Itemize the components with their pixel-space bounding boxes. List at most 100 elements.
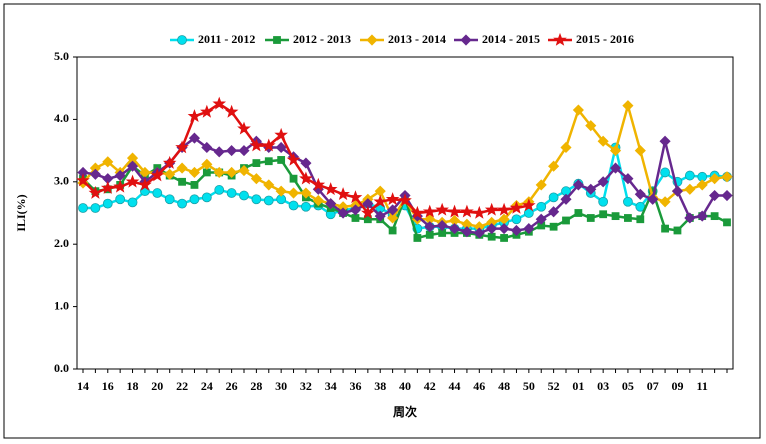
- legend-item: 2014 - 2015: [454, 32, 540, 46]
- x-tick-label: 07: [647, 379, 659, 393]
- point: [709, 189, 721, 202]
- point: [261, 138, 276, 152]
- x-tick-label: 52: [548, 379, 560, 393]
- point: [460, 204, 474, 218]
- point: [387, 204, 399, 216]
- point: [523, 223, 535, 235]
- point: [634, 188, 646, 200]
- y-tick-label: 0.0: [54, 361, 69, 375]
- point: [511, 214, 522, 225]
- point: [487, 232, 496, 241]
- x-tick-label: 22: [176, 379, 188, 393]
- point: [125, 174, 140, 188]
- point: [696, 179, 708, 191]
- x-tick-label: 28: [250, 379, 262, 393]
- point: [249, 138, 264, 152]
- point: [177, 35, 187, 45]
- x-tick-label: 14: [77, 379, 89, 393]
- point: [239, 190, 249, 201]
- point: [623, 196, 633, 207]
- point: [312, 194, 324, 207]
- point: [548, 160, 560, 172]
- point: [177, 198, 187, 209]
- point: [277, 156, 286, 164]
- point: [572, 104, 584, 116]
- legend-item: 2015 - 2016: [548, 32, 634, 46]
- y-tick-label: 4.0: [54, 111, 69, 125]
- x-tick-label: 05: [622, 379, 634, 393]
- x-tick-label: 09: [671, 379, 683, 393]
- point: [300, 157, 312, 169]
- point: [387, 212, 399, 224]
- point: [275, 141, 287, 154]
- y-tick-label: 1.0: [54, 298, 69, 312]
- point: [723, 218, 731, 227]
- x-tick-label: 16: [102, 379, 114, 393]
- point: [349, 204, 362, 216]
- point: [562, 216, 570, 225]
- point: [709, 173, 721, 185]
- point: [202, 168, 211, 177]
- point: [263, 195, 274, 206]
- point: [127, 197, 138, 208]
- point: [597, 135, 609, 147]
- legend-label: 2012 - 2013: [293, 32, 351, 46]
- point: [398, 193, 412, 207]
- point: [661, 224, 669, 233]
- point: [598, 196, 609, 207]
- point: [213, 146, 225, 158]
- y-tick-label: 3.0: [54, 174, 69, 188]
- point: [162, 155, 177, 169]
- point: [214, 185, 225, 195]
- point: [201, 141, 213, 154]
- x-tick-label: 38: [374, 379, 386, 393]
- point: [226, 188, 237, 198]
- point: [647, 193, 659, 205]
- point: [622, 100, 634, 112]
- point: [597, 176, 609, 188]
- point: [425, 230, 434, 239]
- point: [88, 185, 103, 199]
- point: [289, 174, 298, 183]
- x-tick-label: 20: [151, 379, 163, 393]
- point: [238, 145, 250, 157]
- point: [100, 180, 115, 194]
- point: [622, 173, 634, 185]
- x-tick-label: 42: [424, 379, 436, 393]
- point: [721, 189, 733, 202]
- point: [201, 158, 213, 170]
- point: [150, 168, 165, 182]
- y-tick-label: 2.0: [54, 236, 69, 250]
- point: [634, 145, 646, 157]
- point: [500, 234, 508, 242]
- point: [336, 187, 350, 201]
- point: [264, 157, 273, 166]
- point: [522, 198, 536, 212]
- point: [311, 177, 326, 191]
- point: [274, 127, 288, 141]
- legend-item: 2013 - 2014: [360, 32, 446, 46]
- point: [164, 194, 175, 205]
- x-tick-label: 36: [349, 379, 361, 393]
- point: [486, 223, 498, 235]
- point: [385, 192, 400, 206]
- point: [636, 215, 645, 224]
- point: [585, 183, 597, 195]
- point: [536, 201, 547, 212]
- point: [671, 185, 684, 197]
- point: [213, 166, 225, 179]
- y-axis-label: ILI(%): [14, 194, 28, 231]
- point: [164, 168, 176, 180]
- x-tick-label: 40: [399, 379, 411, 393]
- point: [424, 221, 436, 233]
- point: [448, 223, 461, 235]
- point: [388, 226, 397, 235]
- point: [188, 166, 201, 179]
- point: [286, 152, 301, 166]
- point: [410, 205, 425, 219]
- point: [447, 204, 462, 218]
- point: [78, 203, 88, 213]
- point: [275, 185, 287, 197]
- point: [659, 196, 671, 208]
